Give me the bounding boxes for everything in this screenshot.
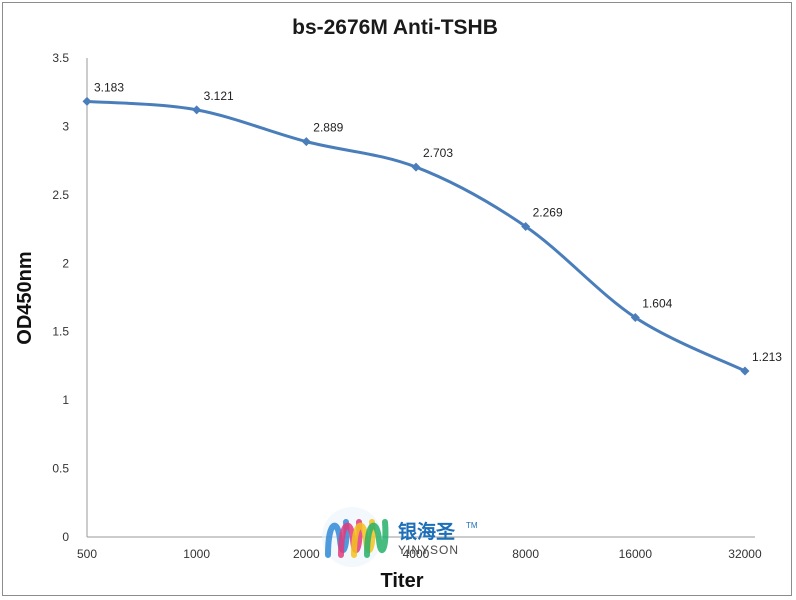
data-label: 2.269: [533, 205, 563, 219]
watermark-logo-wave: [364, 519, 389, 558]
y-tick-label: 2.5: [52, 188, 69, 202]
data-point: [192, 105, 202, 115]
y-tick-label: 1.5: [52, 325, 69, 339]
data-point: [521, 221, 531, 231]
x-axis-ticks: 500 1000 2000 4000 8000 16000 32000: [77, 547, 762, 561]
data-label: 2.703: [423, 146, 453, 160]
x-tick-label: 2000: [293, 547, 320, 561]
data-point: [82, 96, 92, 106]
chart-title: bs-2676M Anti-TSHB: [292, 16, 498, 39]
data-label: 2.889: [313, 121, 343, 135]
data-point: [301, 137, 311, 147]
y-tick-label: 1: [62, 393, 69, 407]
x-tick-label: 32000: [728, 547, 762, 561]
watermark-subtitle: YINYSON: [398, 543, 459, 557]
y-tick-label: 0: [62, 530, 69, 544]
data-point: [630, 312, 640, 322]
x-tick-label: 16000: [619, 547, 653, 561]
data-label: 1.604: [642, 296, 672, 310]
x-tick-label: 1000: [183, 547, 210, 561]
series-line: [85, 99, 747, 373]
watermark-trademark: TM: [466, 521, 478, 530]
watermark-name: 银海圣: [398, 520, 456, 543]
x-tick-label: 8000: [512, 547, 539, 561]
y-axis-ticks: 0 0.5 1 1.5 2 2.5 3 3.5: [52, 51, 69, 544]
data-point: [740, 366, 750, 376]
data-point: [411, 162, 421, 172]
y-axis-title: OD450nm: [14, 251, 36, 344]
y-tick-label: 0.5: [52, 462, 69, 476]
data-labels: 3.183 3.121 2.889 2.703 2.269 1.604 1.213: [94, 80, 782, 364]
watermark: 银海圣 TM YINYSON: [322, 507, 478, 567]
x-axis-title: Titer: [381, 570, 424, 592]
y-tick-label: 2: [62, 256, 69, 270]
y-tick-label: 3: [62, 119, 69, 133]
data-label: 1.213: [752, 350, 782, 364]
x-tick-label: 4000: [403, 547, 430, 561]
watermark-logo: [322, 507, 389, 567]
data-label: 3.183: [94, 80, 124, 94]
data-label: 3.121: [204, 89, 234, 103]
y-tick-label: 3.5: [52, 51, 69, 65]
x-tick-label: 500: [77, 547, 97, 561]
data-points: [82, 96, 750, 376]
